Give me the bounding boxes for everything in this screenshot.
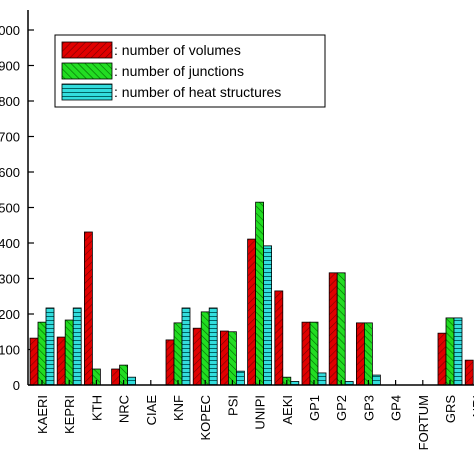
x-tick-label: KOPEC: [198, 395, 213, 441]
legend-label: : number of volumes: [114, 42, 241, 58]
bar: [255, 201, 265, 386]
bar: [301, 321, 311, 386]
legend-swatch: [61, 62, 113, 80]
bar: [328, 272, 338, 386]
bar: [84, 231, 93, 386]
y-tick-label: 600: [0, 165, 20, 180]
bar: [227, 331, 237, 386]
y-tick-label: 500: [0, 201, 20, 216]
y-tick-label: 1000: [0, 23, 20, 38]
y-tick-label: 700: [0, 130, 20, 145]
legend-label: : number of heat structures: [114, 84, 281, 100]
y-tick-label: 300: [0, 272, 20, 287]
x-tick-label: NRI: [470, 395, 474, 417]
x-tick-label: KEPRI: [62, 395, 77, 434]
x-tick-label: NRC: [117, 395, 132, 423]
bar: [274, 290, 284, 386]
bar: [437, 332, 447, 386]
bar: [336, 272, 346, 386]
y-tick-label: 0: [13, 378, 20, 393]
bar: [453, 317, 463, 386]
bar: [192, 327, 202, 386]
bar: [181, 307, 191, 386]
legend: : number of volumes : number of junctions…: [54, 34, 326, 108]
bar: [45, 307, 55, 386]
bar: [219, 330, 229, 386]
bar: [445, 317, 455, 386]
y-tick-label: 800: [0, 94, 20, 109]
bar: [235, 370, 245, 386]
bar: [200, 311, 210, 386]
x-tick-label: GP1: [307, 395, 322, 421]
bar: [127, 376, 136, 386]
x-tick-label: GP4: [389, 395, 404, 421]
bar: [173, 322, 183, 386]
bar: [247, 238, 257, 386]
x-tick-label: KAERI: [35, 395, 50, 434]
bar: [355, 322, 365, 386]
bar: [317, 372, 327, 386]
x-tick-label: KNF: [171, 395, 186, 421]
bar: [37, 321, 47, 386]
x-tick-label: UNIPI: [253, 395, 268, 430]
x-tick-label: GRS: [443, 395, 458, 424]
bar: [64, 319, 74, 386]
bar: [263, 245, 273, 386]
bar: [29, 337, 39, 386]
x-tick-label: FORTUM: [416, 395, 431, 450]
legend-swatch: [61, 41, 113, 59]
bar: [208, 307, 218, 386]
bar: [363, 322, 373, 386]
y-tick-label: 200: [0, 307, 20, 322]
bar: [309, 321, 319, 386]
bar: [72, 307, 82, 386]
x-tick-label: GP3: [361, 395, 376, 421]
bar: [464, 359, 474, 386]
y-tick-label: 900: [0, 59, 20, 74]
x-tick-label: PSI: [225, 395, 240, 416]
y-tick-label: 400: [0, 236, 20, 251]
legend-label: : number of junctions: [114, 63, 244, 79]
x-tick-label: AEKI: [280, 395, 295, 425]
x-tick-label: CIAE: [144, 395, 159, 426]
y-tick-label: 100: [0, 343, 20, 358]
legend-swatch: [61, 83, 113, 101]
x-tick-label: GP2: [334, 395, 349, 421]
bar: [56, 336, 66, 386]
x-tick-label: KTH: [89, 395, 104, 421]
bar: [165, 339, 175, 386]
bar: [371, 374, 381, 386]
bar: [111, 368, 120, 386]
